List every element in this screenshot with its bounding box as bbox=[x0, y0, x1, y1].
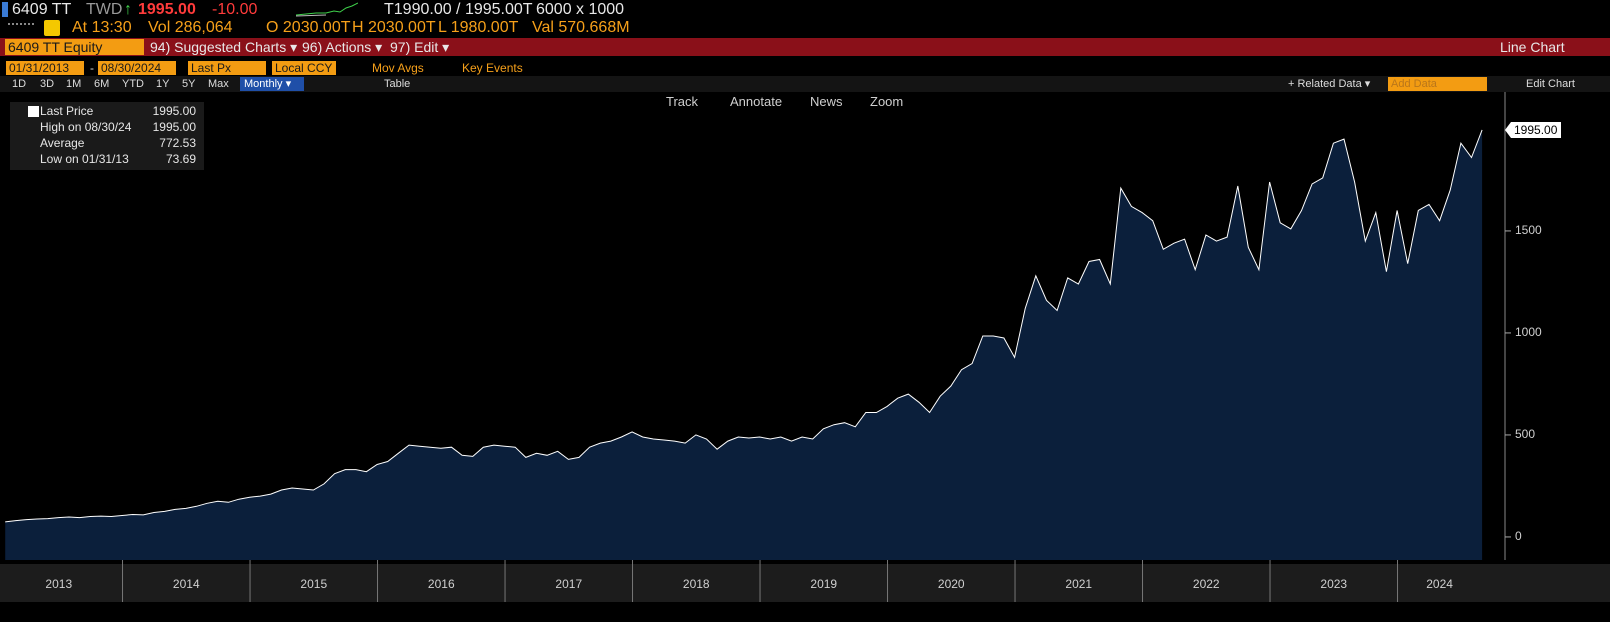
y-tick-label: 1500 bbox=[1515, 223, 1542, 237]
edit-chart[interactable]: Edit Chart bbox=[1526, 78, 1575, 90]
y-tick-label: 500 bbox=[1515, 427, 1535, 441]
x-axis-band bbox=[0, 564, 1610, 602]
range-button[interactable]: 6M bbox=[94, 78, 110, 90]
x-tick-label: 2016 bbox=[428, 577, 455, 591]
menu-item[interactable]: 96) Actions ▾ bbox=[302, 39, 383, 55]
range-button[interactable]: YTD bbox=[122, 78, 144, 90]
traded-value: Val 570.668M bbox=[532, 19, 630, 36]
up-arrow: ↑ bbox=[124, 1, 132, 18]
low: L 1980.00T bbox=[438, 19, 519, 36]
range-bar: Monthly ▾ Table + Related Data ▾ Add Dat… bbox=[0, 76, 1610, 92]
x-tick-label: 2018 bbox=[683, 577, 710, 591]
legend-label: High on 08/30/24 bbox=[40, 120, 132, 134]
menu-item[interactable]: 97) Edit ▾ bbox=[390, 39, 450, 55]
legend-value: 1995.00 bbox=[152, 120, 196, 134]
x-tick-label: 2015 bbox=[300, 577, 327, 591]
security-box[interactable]: 6409 TT Equity bbox=[5, 39, 144, 55]
add-data[interactable]: Add Data bbox=[1388, 77, 1487, 91]
x-tick-label: 2024 bbox=[1426, 577, 1453, 591]
start-date[interactable]: 01/31/2013 bbox=[6, 61, 84, 75]
range-button[interactable]: 3D bbox=[40, 78, 55, 90]
volume: Vol 286,064 bbox=[148, 19, 233, 36]
price-line bbox=[5, 129, 1483, 523]
quote-bar: At 13:30 Vol 286,064 O 2030.00T H 2030.0… bbox=[0, 19, 1610, 37]
legend-label: Last Price bbox=[40, 104, 94, 118]
time: At 13:30 bbox=[72, 19, 132, 36]
legend-label: Low on 01/31/13 bbox=[40, 152, 129, 166]
related-data[interactable]: + Related Data ▾ bbox=[1288, 78, 1371, 90]
area-fill bbox=[5, 129, 1483, 560]
mov-avgs[interactable]: Mov Avgs bbox=[372, 61, 424, 75]
x-tick-label: 2013 bbox=[45, 577, 72, 591]
currency: TWD bbox=[86, 1, 123, 18]
tool-button[interactable]: News bbox=[810, 94, 843, 109]
menu-item[interactable]: 94) Suggested Charts ▾ bbox=[150, 39, 298, 55]
legend-value: 772.53 bbox=[159, 136, 196, 150]
tool-button[interactable]: Annotate bbox=[730, 94, 783, 109]
high: H 2030.00T bbox=[352, 19, 436, 36]
currency-select[interactable]: Local CCY bbox=[272, 61, 336, 75]
open: O 2030.00T bbox=[266, 19, 351, 36]
x-tick-label: 2019 bbox=[810, 577, 837, 591]
last-price-label: 1995.00 bbox=[1514, 123, 1558, 137]
x-tick-label: 2022 bbox=[1193, 577, 1220, 591]
period-select[interactable]: Monthly ▾ bbox=[240, 77, 304, 91]
legend-swatch bbox=[28, 106, 39, 117]
x-tick-label: 2021 bbox=[1065, 577, 1092, 591]
y-tick-label: 0 bbox=[1515, 529, 1522, 543]
range-button[interactable]: 1M bbox=[66, 78, 82, 90]
range-button[interactable]: Max bbox=[208, 78, 229, 90]
range-button[interactable]: 1D bbox=[12, 78, 27, 90]
x-tick-label: 2023 bbox=[1320, 577, 1347, 591]
marker bbox=[2, 2, 8, 17]
chart-tools: Track Annotate News Zoom bbox=[0, 93, 1610, 111]
tool-button[interactable]: Track bbox=[666, 94, 699, 109]
ticker: 6409 TT bbox=[12, 1, 72, 18]
y-tick-label: 1000 bbox=[1515, 325, 1542, 339]
price: 1995.00 bbox=[138, 1, 196, 18]
x-tick-label: 2017 bbox=[555, 577, 582, 591]
chart-type[interactable]: Line Chart bbox=[1500, 39, 1565, 55]
dots bbox=[8, 23, 34, 28]
menu-bar: 6409 TT Equity 94) Suggested Charts ▾ 96… bbox=[0, 38, 1610, 56]
x-tick-label: 2020 bbox=[938, 577, 965, 591]
tool-button[interactable]: Zoom bbox=[870, 94, 904, 109]
key-events[interactable]: Key Events bbox=[462, 61, 523, 75]
sparkline bbox=[296, 2, 358, 17]
end-date[interactable]: 08/30/2024 bbox=[98, 61, 176, 75]
field[interactable]: Last Px bbox=[188, 61, 266, 75]
legend-box: Last Price 1995.00 High on 08/30/24 1995.00… bbox=[10, 102, 204, 170]
ticker-bar: 6409 TT TWD ↑ 1995.00 -10.00 T1990.00 / … bbox=[0, 0, 1610, 19]
bid-ask: T1990.00 / 1995.00T bbox=[384, 1, 533, 18]
clock-icon bbox=[44, 20, 60, 36]
size: 6000 x 1000 bbox=[536, 1, 625, 18]
last-price-tag bbox=[1505, 121, 1561, 138]
settings-bar: 01/31/2013 - 08/30/2024 Last Px Local CC… bbox=[0, 60, 1610, 76]
bottom-strip bbox=[0, 602, 1610, 622]
dash: - bbox=[90, 61, 94, 75]
legend-value: 1995.00 bbox=[152, 104, 196, 118]
x-tick-label: 2014 bbox=[173, 577, 200, 591]
legend-label: Average bbox=[40, 136, 85, 150]
legend-value: 73.69 bbox=[165, 152, 196, 166]
table-button[interactable]: Table bbox=[384, 78, 411, 90]
range-button[interactable]: 1Y bbox=[156, 78, 170, 90]
change: -10.00 bbox=[212, 1, 258, 18]
range-button[interactable]: 5Y bbox=[182, 78, 196, 90]
